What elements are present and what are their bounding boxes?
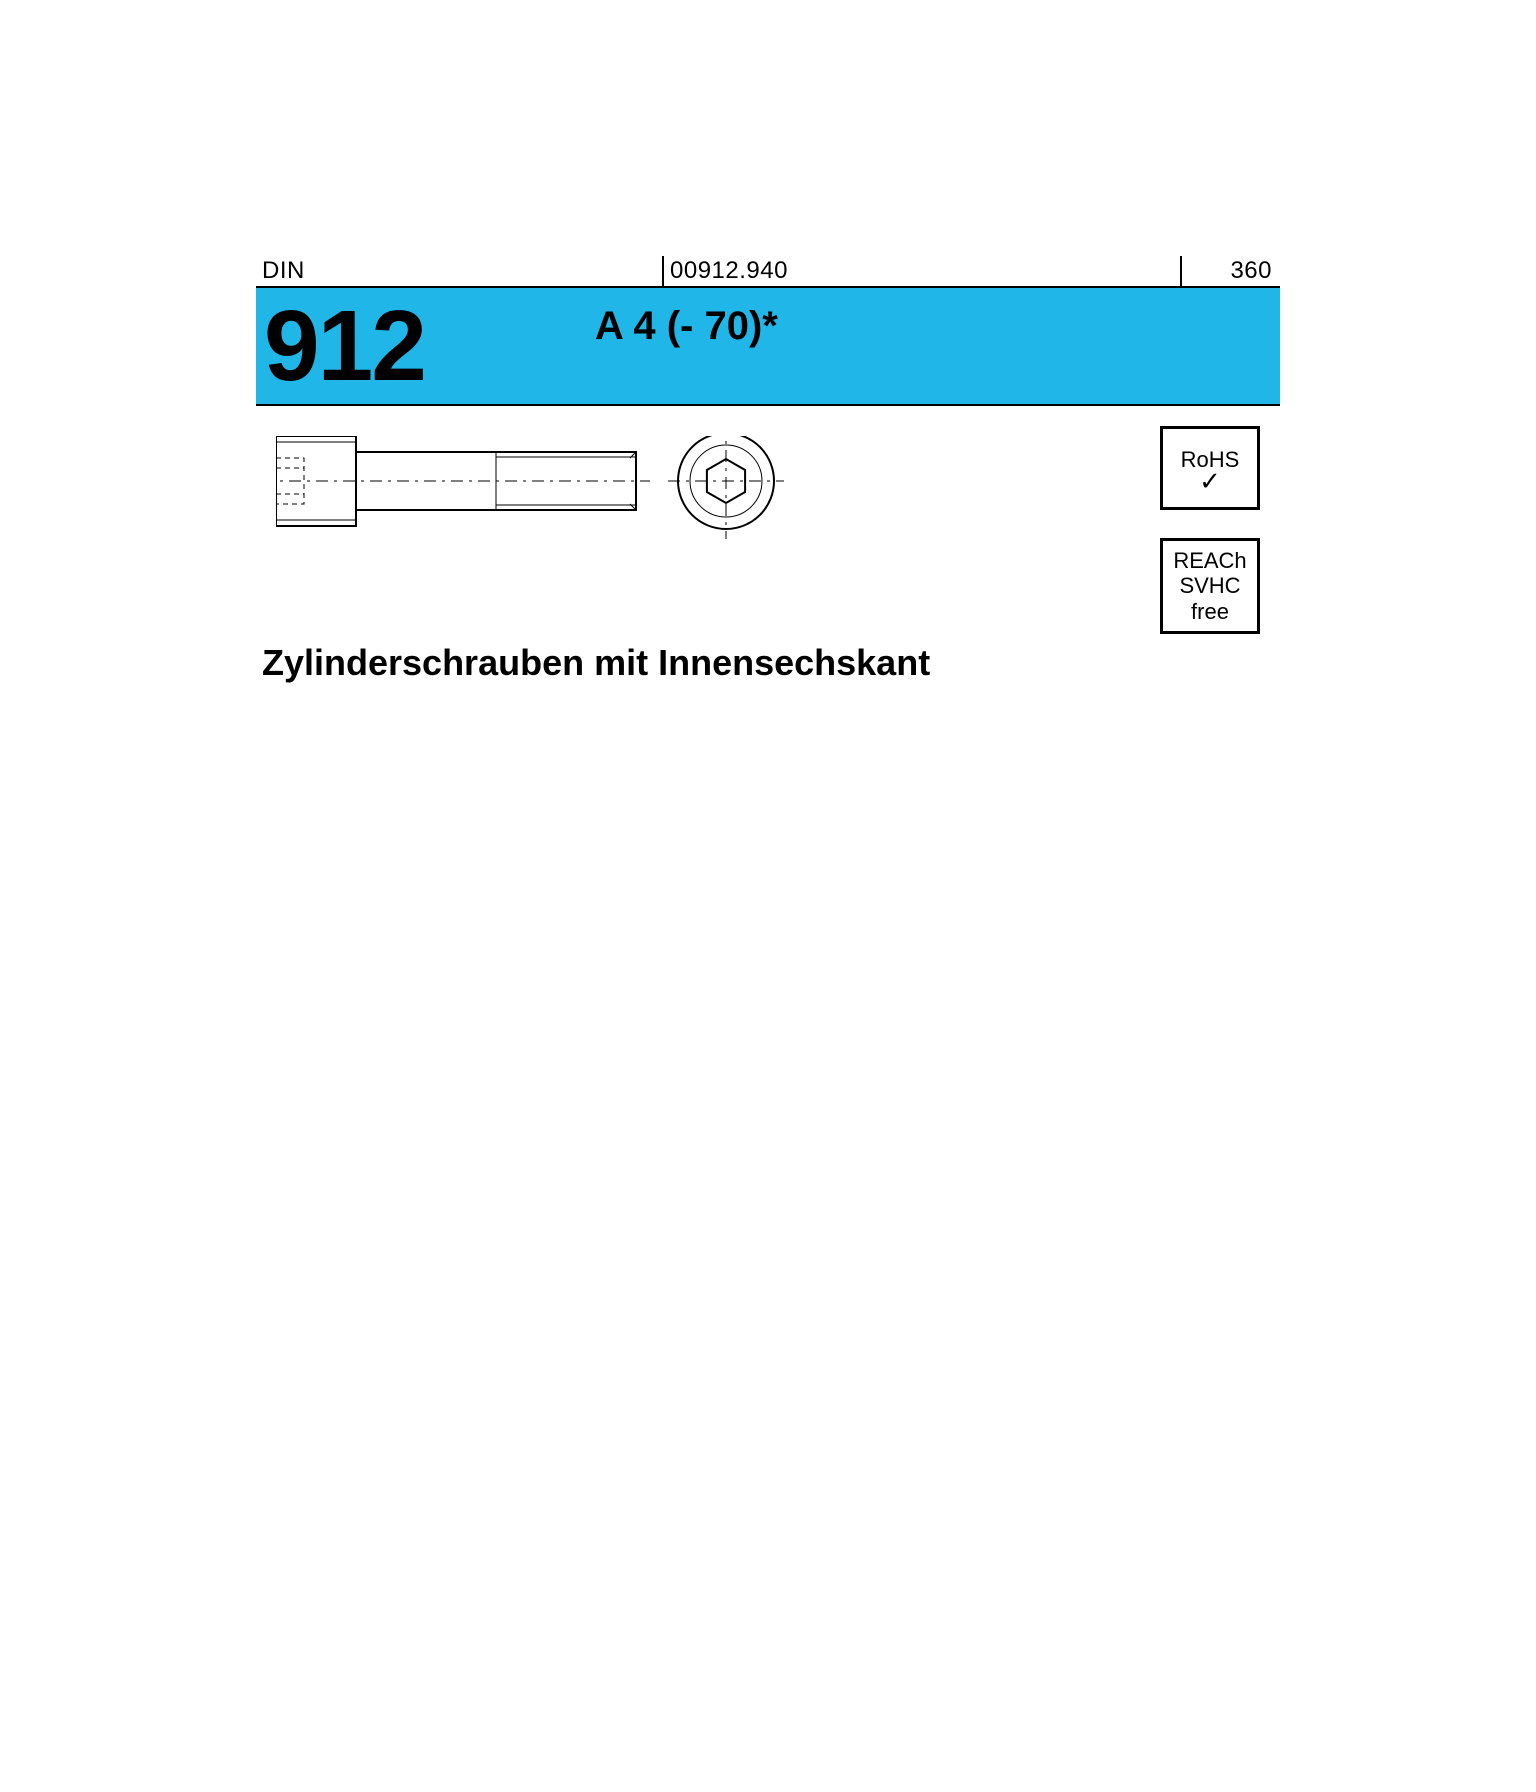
screw-drawing <box>276 436 816 546</box>
header-standard-label: DIN <box>262 257 305 285</box>
title-bar: 912 A 4 (- 70)* <box>256 288 1280 406</box>
product-description: Zylinderschrauben mit Innensechskant <box>262 642 930 684</box>
header-standard: DIN <box>256 256 664 286</box>
drawing-row: RoHS ✓ REACh SVHC free <box>256 406 1280 566</box>
reach-line2: SVHC <box>1179 573 1240 598</box>
header-row: DIN 00912.940 360 <box>256 256 1280 288</box>
header-right-value: 360 <box>1230 257 1272 285</box>
check-icon: ✓ <box>1199 474 1221 490</box>
reach-badge: REACh SVHC free <box>1160 538 1260 634</box>
reach-line3: free <box>1191 599 1229 624</box>
material-spec: A 4 (- 70)* <box>595 304 778 349</box>
reach-line1: REACh <box>1173 548 1246 573</box>
header-code-cell: 00912.940 <box>664 256 1182 286</box>
standard-number: 912 <box>256 296 425 396</box>
header-code: 00912.940 <box>670 257 788 285</box>
compliance-badges: RoHS ✓ REACh SVHC free <box>1160 426 1260 634</box>
rohs-badge: RoHS ✓ <box>1160 426 1260 510</box>
header-right-cell: 360 <box>1182 256 1280 286</box>
